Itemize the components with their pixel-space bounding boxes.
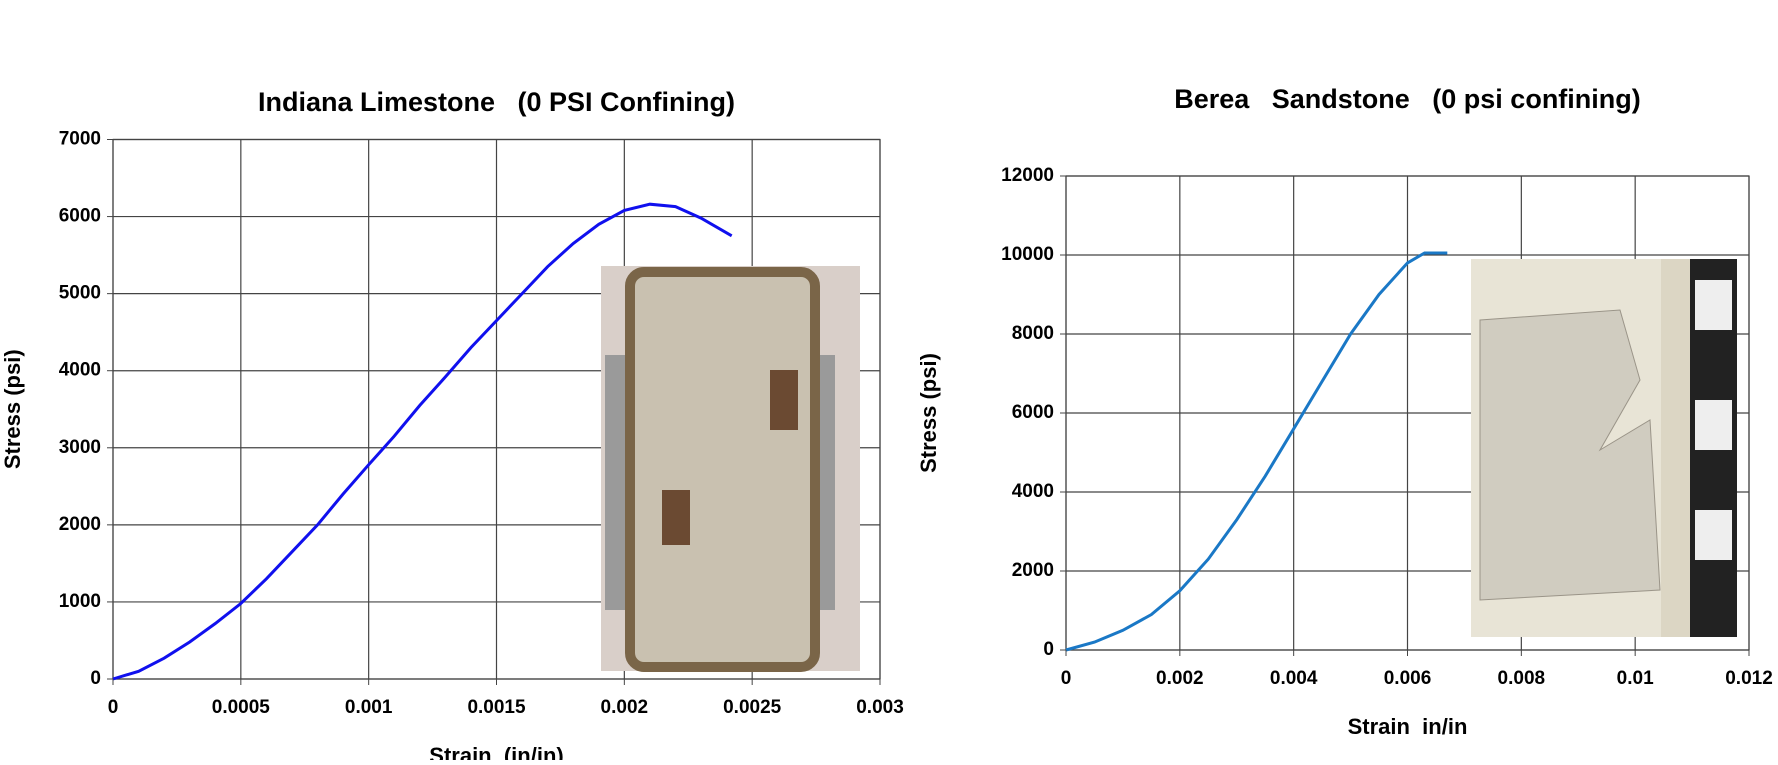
- y-tick-label: 3000: [59, 437, 101, 458]
- y-tick-label: 2000: [1012, 560, 1054, 581]
- x-axis-label: Strain (in/in): [429, 743, 563, 760]
- specimen-photo: [601, 266, 860, 672]
- x-tick-label: 0.01: [1617, 668, 1654, 689]
- chart-title: Indiana Limestone (0 PSI Confining): [258, 87, 735, 117]
- y-axis-label: Stress (psi): [0, 349, 25, 469]
- x-tick-label: 0.012: [1725, 668, 1773, 689]
- x-tick-label: 0.002: [601, 697, 649, 718]
- y-tick-label: 2000: [59, 514, 101, 535]
- y-tick-label: 4000: [59, 360, 101, 381]
- x-tick-label: 0.001: [345, 697, 393, 718]
- x-tick-label: 0: [1061, 668, 1072, 689]
- x-tick-label: 0.008: [1498, 668, 1546, 689]
- x-tick-label: 0: [108, 697, 119, 718]
- x-tick-label: 0.0005: [212, 697, 271, 718]
- specimen-photo: [1471, 259, 1737, 637]
- y-tick-label: 12000: [1001, 165, 1054, 186]
- x-tick-label: 0.004: [1270, 668, 1318, 689]
- x-axis-label: Strain in/in: [1348, 714, 1468, 739]
- y-tick-label: 8000: [1012, 323, 1054, 344]
- data-line: [1065, 251, 1448, 652]
- y-tick-label: 4000: [1012, 481, 1054, 502]
- y-axis-label: Stress (psi): [916, 353, 941, 473]
- y-tick-label: 7000: [59, 129, 101, 150]
- y-tick-label: 5000: [59, 283, 101, 304]
- data-line: [112, 202, 733, 681]
- chart-title: Berea Sandstone (0 psi confining): [1174, 84, 1641, 114]
- y-tick-label: 6000: [1012, 402, 1054, 423]
- x-tick-label: 0.0025: [723, 697, 782, 718]
- y-tick-label: 0: [90, 668, 101, 689]
- x-tick-label: 0.003: [856, 697, 904, 718]
- y-tick-label: 0: [1043, 639, 1054, 660]
- y-tick-label: 6000: [59, 206, 101, 227]
- y-tick-label: 1000: [59, 591, 101, 612]
- x-tick-label: 0.0015: [467, 697, 526, 718]
- x-tick-label: 0.002: [1156, 668, 1204, 689]
- y-tick-label: 10000: [1001, 244, 1054, 265]
- x-tick-label: 0.006: [1384, 668, 1432, 689]
